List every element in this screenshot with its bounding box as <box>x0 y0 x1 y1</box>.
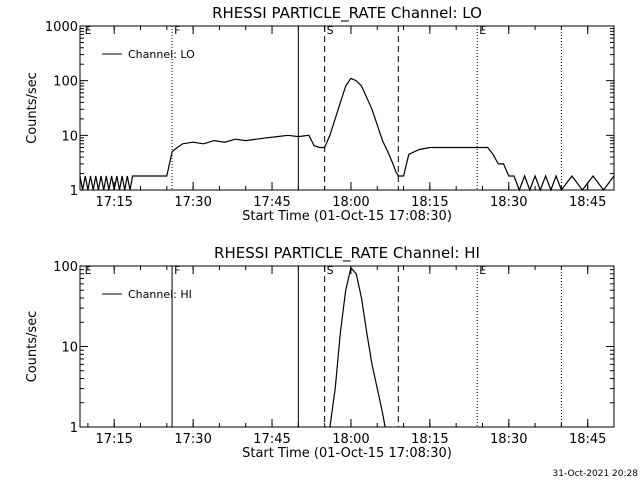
x-tick-label: 17:45 <box>253 432 290 447</box>
x-tick-label: 17:30 <box>174 195 211 210</box>
series-line <box>329 266 386 428</box>
x-axis-label: Start Time (01-Oct-15 17:08:30) <box>242 209 452 224</box>
x-tick-label: 17:45 <box>253 195 290 210</box>
x-tick-label: 17:30 <box>174 432 211 447</box>
y-tick-label: 1 <box>70 421 78 436</box>
plot-frame <box>79 25 615 191</box>
event-marker-label: S <box>327 264 334 277</box>
legend-label: Channel: HI <box>128 288 192 301</box>
x-tick-label: 18:30 <box>490 432 527 447</box>
y-tick-label: 100 <box>53 260 78 275</box>
series-line <box>79 77 615 192</box>
x-tick-label: 17:15 <box>95 432 132 447</box>
legend-label: Channel: LO <box>128 48 195 61</box>
y-axis-label: Counts/sec <box>25 311 40 383</box>
lo-channel-panel: RHESSI PARTICLE_RATE Channel: LOE F S E17:1… <box>25 4 615 224</box>
y-axis-label: Counts/sec <box>25 72 40 144</box>
x-axis-label: Start Time (01-Oct-15 17:08:30) <box>242 446 452 461</box>
y-tick-label: 1000 <box>45 20 78 35</box>
y-tick-label: 10 <box>61 341 78 356</box>
x-tick-label: 18:45 <box>569 432 606 447</box>
x-tick-label: 18:45 <box>569 195 606 210</box>
y-tick-label: 1 <box>70 184 78 199</box>
event-marker-label: E <box>479 264 486 277</box>
event-marker-label: F <box>174 264 180 277</box>
footer-date: 31-Oct-2021 20:28 <box>553 469 639 479</box>
event-marker-label: F <box>174 24 180 37</box>
x-tick-label: 18:00 <box>332 432 369 447</box>
y-tick-label: 10 <box>61 129 78 144</box>
event-marker-label: E <box>85 264 92 277</box>
x-tick-label: 18:15 <box>411 195 448 210</box>
event-marker-label: S <box>327 24 334 37</box>
event-marker-label: E <box>85 24 92 37</box>
event-marker-label: E <box>479 24 486 37</box>
x-tick-label: 18:00 <box>332 195 369 210</box>
y-tick-label: 100 <box>53 75 78 90</box>
chart-title: RHESSI PARTICLE_RATE Channel: LO <box>212 4 482 23</box>
x-tick-label: 18:15 <box>411 432 448 447</box>
x-tick-label: 18:30 <box>490 195 527 210</box>
x-tick-label: 17:15 <box>95 195 132 210</box>
chart-title: RHESSI PARTICLE_RATE Channel: HI <box>214 244 480 263</box>
hi-channel-panel: RHESSI PARTICLE_RATE Channel: HIE F S E17:1… <box>25 244 615 461</box>
